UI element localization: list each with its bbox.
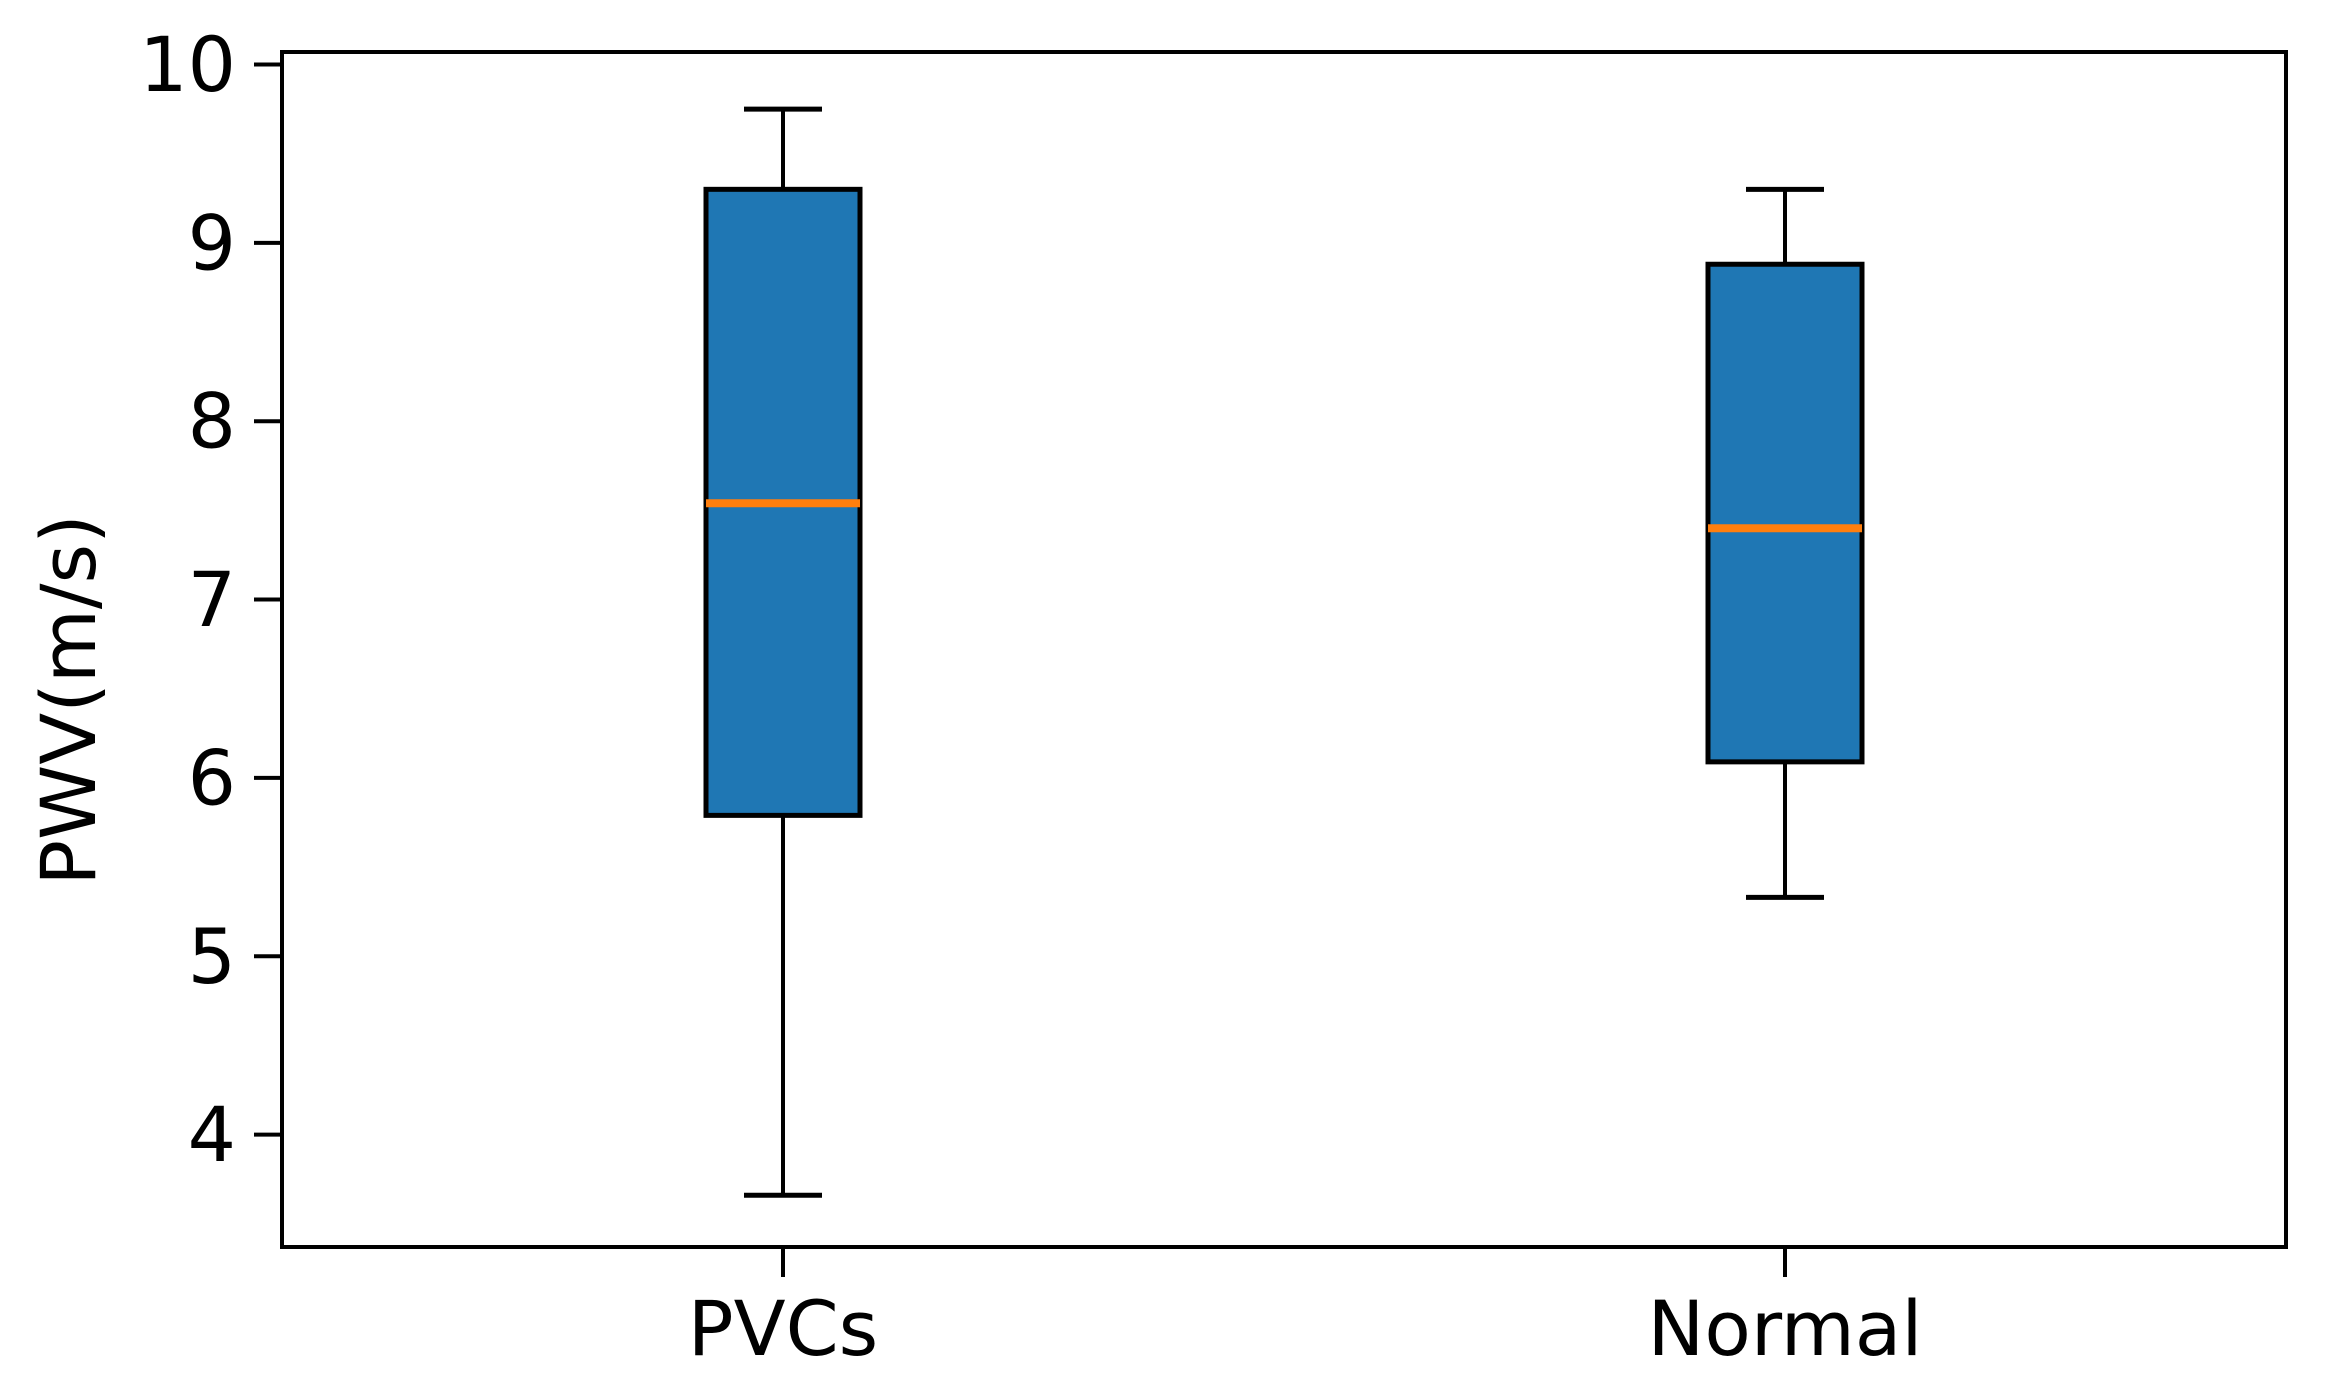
- x-tick-label-normal: Normal: [1648, 1284, 1923, 1373]
- y-axis: 4 5 6 7 8 9 10: [139, 20, 282, 1179]
- plot-generated-content: 4 5 6 7 8 9 10 PVCs Normal: [139, 20, 2288, 1373]
- y-tick-label: 7: [188, 555, 236, 644]
- x-tick-label-pvcs: PVCs: [688, 1284, 878, 1373]
- y-tick-label: 5: [188, 912, 236, 1001]
- y-tick-label: 4: [188, 1090, 236, 1179]
- boxplot-normal: [1705, 186, 1865, 900]
- y-tick-label: 10: [139, 20, 236, 109]
- y-tick-label: 8: [188, 377, 236, 466]
- y-tick-label: 6: [188, 733, 236, 822]
- box: [1705, 261, 1865, 765]
- plot-area: [280, 50, 2288, 1249]
- y-axis-label: PWV(m/s): [24, 514, 113, 886]
- y-tick-label: 9: [188, 198, 236, 287]
- boxplot-pvcs: [703, 106, 863, 1198]
- x-axis: PVCs Normal: [688, 1247, 1923, 1373]
